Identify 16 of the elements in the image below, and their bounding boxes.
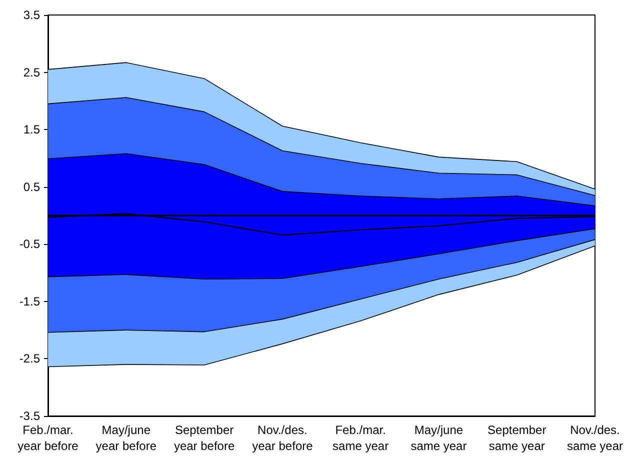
x-tick-label: Feb./mar. same year (332, 423, 389, 453)
x-tick-label: September same year (488, 423, 546, 453)
x-tick-label: Nov./des. year before (252, 423, 314, 453)
x-tick-label: May/june same year (410, 423, 467, 453)
y-tick-label: -1.5 (19, 294, 40, 308)
y-tick-label: -3.5 (19, 409, 40, 423)
x-tick-label: September year before (174, 423, 235, 453)
y-tick-label: 0.5 (23, 180, 40, 194)
x-tick-label: Nov./des. same year (566, 423, 624, 453)
x-tick-label: May/june year before (96, 423, 157, 453)
x-tick-label: Feb./mar. year before (18, 423, 79, 453)
y-tick-label: -0.5 (19, 237, 40, 252)
y-tick-label: -2.5 (19, 352, 40, 366)
y-tick-label: 1.5 (23, 122, 40, 137)
y-tick-label: 3.5 (23, 8, 40, 22)
y-tick-label: 2.5 (23, 65, 40, 80)
